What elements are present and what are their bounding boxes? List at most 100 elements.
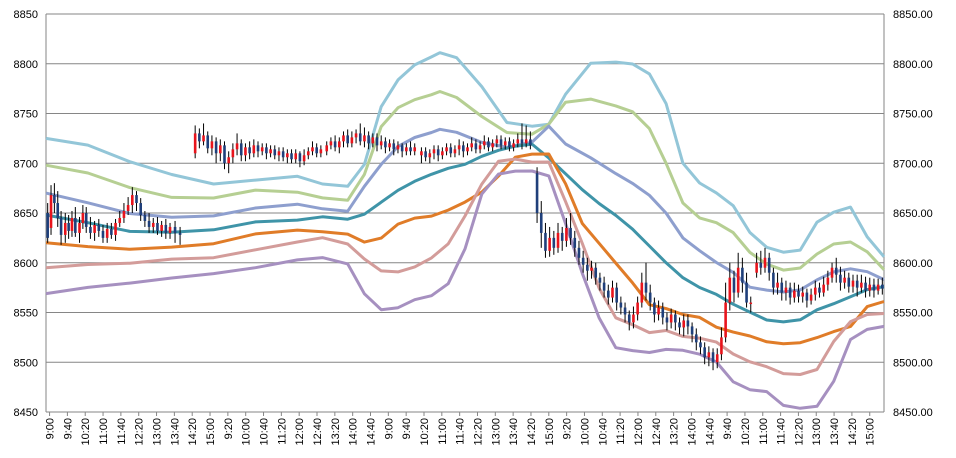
candle-body	[67, 222, 70, 231]
candle-body	[759, 262, 763, 268]
candle-body	[379, 141, 383, 146]
y-tick-label-left: 8500	[14, 357, 38, 369]
candle-body	[560, 232, 564, 241]
candle-body	[333, 141, 337, 148]
candle-body	[586, 264, 589, 271]
x-tick-label: 15:00	[544, 418, 556, 446]
y-tick-label-left: 8450	[14, 407, 38, 419]
candle-body	[400, 145, 404, 152]
candle-body	[872, 284, 876, 291]
candle-body	[653, 302, 656, 315]
candle-body	[868, 284, 872, 291]
candle-body	[594, 267, 598, 278]
x-tick-label: 9:20	[562, 418, 574, 439]
x-tick-label: 9:40	[722, 418, 734, 439]
x-tick-label: 11:40	[116, 418, 128, 445]
candle-body	[206, 135, 210, 149]
x-tick-label: 9:40	[401, 418, 413, 439]
candle-body	[573, 237, 577, 248]
y-tick-label-right: 8600.00	[893, 258, 933, 270]
candle-body	[657, 307, 660, 315]
x-tick-label: 11:00	[437, 418, 449, 445]
candle-body	[436, 149, 440, 156]
x-tick-label: 11:00	[758, 418, 770, 445]
candle-body	[876, 284, 880, 291]
candle-body	[606, 290, 610, 298]
candle-body	[813, 287, 817, 295]
candle-body	[306, 151, 310, 156]
candle-body	[441, 151, 444, 156]
candle-body	[619, 302, 623, 308]
x-tick-label: 13:20	[669, 418, 681, 446]
candle-body	[462, 145, 465, 152]
candle-body	[396, 145, 400, 150]
x-tick-label: 10:00	[579, 418, 591, 446]
y-tick-label-right: 8500.00	[893, 357, 933, 369]
candle-body	[160, 224, 163, 231]
candle-body	[265, 147, 268, 154]
candle-body	[89, 226, 92, 233]
candle-body	[118, 217, 122, 223]
candle-body	[219, 145, 222, 154]
candle-body	[126, 205, 130, 212]
candle-body	[661, 307, 665, 318]
candle-body	[93, 224, 96, 233]
candle-body	[535, 173, 539, 213]
candle-body	[210, 141, 214, 149]
candle-body	[151, 222, 155, 227]
candle-body	[281, 151, 285, 158]
x-tick-label: 11:40	[776, 418, 788, 445]
candle-body	[338, 141, 341, 148]
candle-body	[590, 267, 593, 271]
x-tick-label: 14:00	[686, 418, 698, 446]
candle-body	[826, 277, 830, 285]
candle-body	[248, 147, 251, 154]
x-tick-label: 11:40	[455, 418, 467, 445]
x-tick-label: 11:00	[98, 418, 110, 445]
series-line-mid-lower	[45, 152, 885, 346]
candle-body	[63, 222, 67, 235]
y-tick-label-left: 8700	[14, 158, 38, 170]
candle-body	[84, 213, 88, 227]
x-tick-label: 12:20	[472, 418, 484, 446]
candle-body	[724, 302, 727, 338]
candle-body	[499, 139, 503, 146]
candle-body	[409, 147, 412, 152]
candle-body	[453, 149, 457, 154]
candle-body	[767, 257, 771, 273]
candle-body	[809, 294, 813, 301]
candle-body	[164, 224, 168, 233]
candle-body	[611, 287, 614, 298]
x-tick-label: 14:20	[526, 418, 538, 446]
candle-body	[342, 135, 345, 142]
candle-body	[466, 147, 469, 152]
candle-body	[59, 217, 63, 235]
candle-body	[855, 280, 859, 288]
candle-body	[56, 203, 60, 218]
candle-body	[173, 226, 177, 233]
candle-body	[636, 302, 639, 315]
candle-body	[70, 217, 74, 231]
candle-body	[763, 257, 767, 268]
candle-body	[114, 222, 117, 235]
candle-body	[524, 139, 528, 144]
y-tick-label-left: 8800	[14, 59, 38, 71]
candle-body	[715, 354, 719, 363]
candle-body	[797, 290, 800, 297]
x-tick-label: 13:00	[811, 418, 823, 446]
candle-body	[682, 320, 686, 328]
candle-body	[81, 213, 85, 223]
series-line-lower1	[45, 157, 885, 376]
y-tick-label-left: 8750	[14, 109, 38, 121]
candle-body	[428, 153, 432, 158]
candle-body	[665, 317, 669, 323]
candle-body	[690, 326, 694, 335]
candle-body	[839, 274, 842, 283]
candle-body	[707, 352, 711, 358]
candle-body	[577, 247, 581, 258]
x-tick-label: 11:20	[615, 418, 627, 445]
x-tick-label: 10:20	[740, 418, 752, 446]
candle-body	[367, 135, 370, 144]
x-tick-label: 9:00	[383, 418, 395, 439]
x-tick-label: 9:40	[62, 418, 74, 439]
